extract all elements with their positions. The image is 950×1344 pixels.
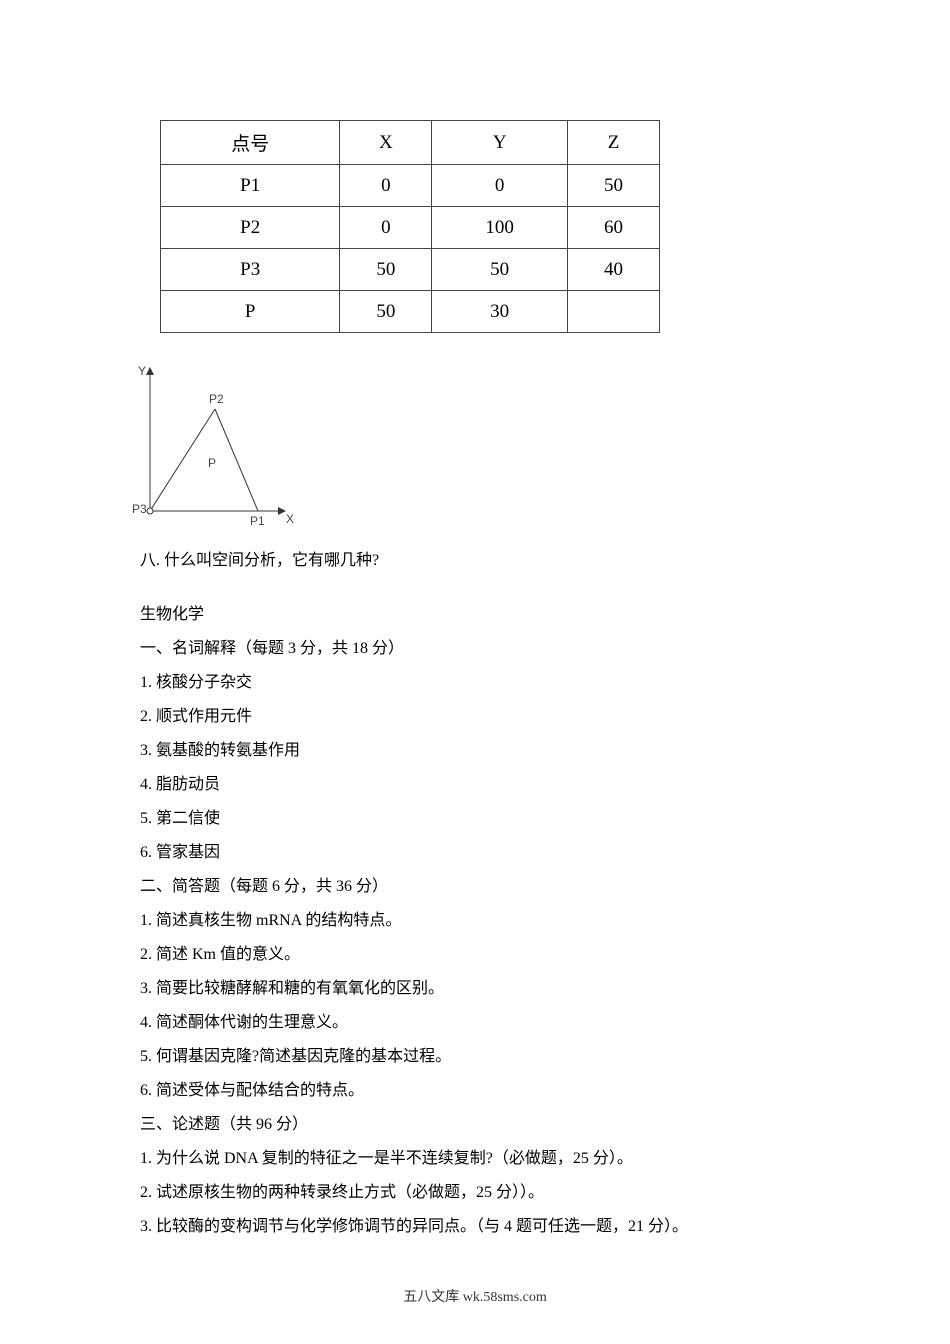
question-8: 八. 什么叫空间分析，它有哪几种? xyxy=(140,545,810,577)
coordinate-chart: Y X P2 P P1 P3 xyxy=(130,361,810,531)
svg-text:P3: P3 xyxy=(132,502,147,516)
table-cell: P3 xyxy=(161,249,340,291)
table-cell: 50 xyxy=(568,165,660,207)
table-cell: 40 xyxy=(568,249,660,291)
section-2-title: 二、简答题（每题 6 分，共 36 分） xyxy=(140,871,810,903)
col-header: Z xyxy=(568,121,660,165)
table-cell: P2 xyxy=(161,207,340,249)
table-cell: 100 xyxy=(432,207,568,249)
table-cell: 0 xyxy=(340,207,432,249)
item-2-3: 3. 简要比较糖酵解和糖的有氧氧化的区别。 xyxy=(140,973,810,1005)
item-1-2: 2. 顺式作用元件 xyxy=(140,701,810,733)
table-cell: 0 xyxy=(432,165,568,207)
coordinates-table: 点号 X Y Z P1 0 0 50 P2 0 100 60 P3 50 50 … xyxy=(160,120,660,333)
chart-svg: Y X P2 P P1 P3 xyxy=(130,361,300,531)
subject-title: 生物化学 xyxy=(140,599,810,631)
table-cell xyxy=(568,291,660,333)
item-1-3: 3. 氨基酸的转氨基作用 xyxy=(140,735,810,767)
table-cell: 50 xyxy=(340,249,432,291)
section-1-title: 一、名词解释（每题 3 分，共 18 分） xyxy=(140,633,810,665)
table-row: P2 0 100 60 xyxy=(161,207,660,249)
svg-text:P2: P2 xyxy=(209,392,224,406)
table-row: P 50 30 xyxy=(161,291,660,333)
table-cell: 50 xyxy=(340,291,432,333)
page-footer: 五八文库 wk.58sms.com xyxy=(0,1286,950,1306)
svg-text:X: X xyxy=(286,512,294,526)
item-2-6: 6. 简述受体与配体结合的特点。 xyxy=(140,1075,810,1107)
svg-text:P: P xyxy=(208,456,216,470)
table-cell: 60 xyxy=(568,207,660,249)
item-2-5: 5. 何谓基因克隆?简述基因克隆的基本过程。 xyxy=(140,1041,810,1073)
col-header: 点号 xyxy=(161,121,340,165)
item-1-5: 5. 第二信使 xyxy=(140,803,810,835)
table-header-row: 点号 X Y Z xyxy=(161,121,660,165)
item-2-4: 4. 简述酮体代谢的生理意义。 xyxy=(140,1007,810,1039)
table-cell: 0 xyxy=(340,165,432,207)
item-2-2: 2. 简述 Km 值的意义。 xyxy=(140,939,810,971)
table-cell: 50 xyxy=(432,249,568,291)
table-row: P1 0 0 50 xyxy=(161,165,660,207)
table-cell: P xyxy=(161,291,340,333)
item-3-2: 2. 试述原核生物的两种转录终止方式（必做题，25 分））。 xyxy=(140,1177,810,1209)
table-cell: 30 xyxy=(432,291,568,333)
col-header: X xyxy=(340,121,432,165)
item-1-4: 4. 脂肪动员 xyxy=(140,769,810,801)
item-2-1: 1. 简述真核生物 mRNA 的结构特点。 xyxy=(140,905,810,937)
item-3-3: 3. 比较酶的变构调节与化学修饰调节的异同点。（与 4 题可任选一题，21 分）… xyxy=(140,1211,810,1243)
item-1-1: 1. 核酸分子杂交 xyxy=(140,667,810,699)
col-header: Y xyxy=(432,121,568,165)
svg-text:P1: P1 xyxy=(250,514,265,528)
section-3-title: 三、论述题（共 96 分） xyxy=(140,1109,810,1141)
item-3-1: 1. 为什么说 DNA 复制的特征之一是半不连续复制?（必做题，25 分）。 xyxy=(140,1143,810,1175)
item-1-6: 6. 管家基因 xyxy=(140,837,810,869)
table-cell: P1 xyxy=(161,165,340,207)
table-row: P3 50 50 40 xyxy=(161,249,660,291)
svg-text:Y: Y xyxy=(138,364,146,378)
